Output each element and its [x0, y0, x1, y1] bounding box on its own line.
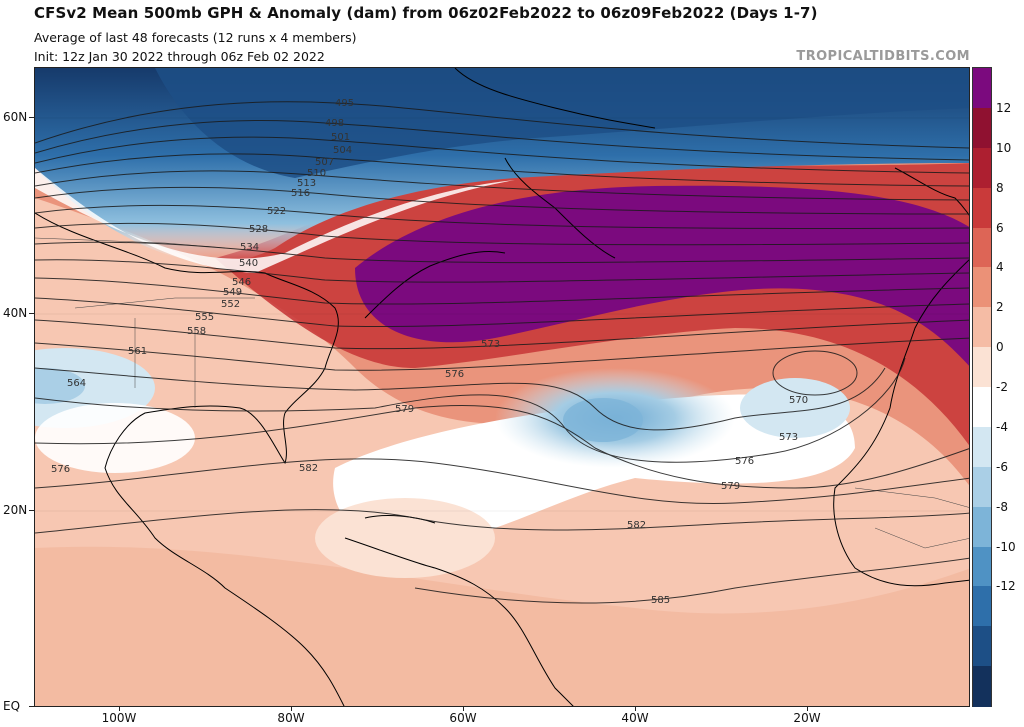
lat-tick: [29, 313, 34, 314]
colorbar-segment: [973, 387, 991, 428]
gulf-neutral: [35, 403, 195, 473]
colorbar-segment: [973, 307, 991, 348]
map-title: CFSv2 Mean 500mb GPH & Anomaly (dam) fro…: [34, 4, 818, 22]
lon-tick: [463, 707, 464, 711]
lon-tick: [635, 707, 636, 711]
contour-label: 555: [195, 312, 214, 323]
contour-label: 498: [325, 118, 344, 129]
contour-label: 576: [735, 456, 754, 467]
contour-label: 504: [333, 145, 352, 156]
colorbar-segment: [973, 347, 991, 388]
contour-label: 582: [627, 520, 646, 531]
colorbar-tick-label: -6: [996, 459, 1008, 474]
lat-tick: [29, 706, 34, 707]
colorbar-tick-label: -8: [996, 499, 1008, 514]
colorbar-tick-label: 2: [996, 300, 1004, 315]
lat-label-20n: 20N: [3, 503, 28, 517]
contour-label: 585: [651, 595, 670, 606]
colorbar-segment: [973, 147, 991, 189]
map-subtitle: Average of last 48 forecasts (12 runs x …: [34, 30, 357, 45]
contour-label: 582: [299, 463, 318, 474]
contour-label: 495: [335, 98, 354, 109]
contour-label: 507: [315, 157, 334, 168]
arctic-deep: [155, 68, 969, 178]
caribbean-neutral: [315, 498, 495, 578]
colorbar-segment: [973, 586, 991, 627]
lat-label-60n: 60N: [3, 110, 28, 124]
contour-label: 546: [232, 277, 251, 288]
colorbar-tick-label: 4: [996, 260, 1004, 275]
contour-label: 579: [395, 404, 414, 415]
colorbar-segment: [973, 227, 991, 268]
map-panel: 495 498 501 504 507 510 513 516 522 528 …: [34, 67, 970, 707]
colorbar-segment: [973, 107, 991, 149]
colorbar-segment: [973, 506, 991, 547]
colorbar-tick-label: 12: [996, 100, 1012, 115]
contour-label: 552: [221, 299, 240, 310]
colorbar-segment: [973, 466, 991, 508]
lon-label-80w: 80W: [277, 711, 305, 725]
lon-label-20w: 20W: [793, 711, 821, 725]
contour-label: 501: [331, 132, 350, 143]
colorbar-tick-label: 6: [996, 220, 1004, 235]
contour-label: 540: [239, 258, 258, 269]
init-time: Init: 12z Jan 30 2022 through 06z Feb 02…: [34, 49, 325, 64]
lat-tick: [29, 510, 34, 511]
lat-label-40n: 40N: [3, 306, 28, 320]
lon-tick: [119, 707, 120, 711]
contour-label: 576: [51, 464, 70, 475]
colorbar-segment: [973, 426, 991, 468]
colorbar-tick-label: 8: [996, 180, 1004, 195]
colorbar-segment: [973, 546, 991, 587]
contour-label: 579: [721, 481, 740, 492]
colorbar-tick-label: 10: [996, 140, 1012, 155]
colorbar-tick-label: -4: [996, 419, 1008, 434]
lon-label-40w: 40W: [621, 711, 649, 725]
colorbar-segment: [973, 267, 991, 308]
neutral-band-north: [35, 168, 515, 273]
subtropical-negative-core: [563, 398, 643, 442]
southern-anomaly: [35, 546, 969, 706]
contour-label: 513: [297, 178, 316, 189]
colorbar-tick-label: -10: [996, 539, 1016, 554]
contour-label: 576: [445, 369, 464, 380]
negative-east: [740, 378, 850, 438]
contour-label: 570: [789, 395, 808, 406]
contour-label: 510: [307, 168, 326, 179]
colorbar-tick-label: -12: [996, 579, 1016, 594]
contour-label-group: 495 498 501 504 507 510 513 516 522 528 …: [51, 98, 808, 606]
contour-label: 522: [267, 206, 286, 217]
contour-label: 516: [291, 188, 310, 199]
lat-label-eq: EQ: [3, 699, 21, 713]
gulf-negative-core: [35, 368, 85, 404]
graticule: [35, 117, 969, 512]
lon-label-100w: 100W: [101, 711, 137, 725]
height-contours: [35, 101, 969, 604]
colorbar-segment: [973, 626, 991, 667]
lon-tick: [807, 707, 808, 711]
lon-tick: [291, 707, 292, 711]
contour-label: 573: [779, 432, 798, 443]
contour-label: 558: [187, 326, 206, 337]
colorbar-segment: [973, 666, 991, 707]
lat-tick: [29, 117, 34, 118]
anomaly-colorbar: [972, 67, 992, 707]
contour-label: 573: [481, 339, 500, 350]
contour-label: 564: [67, 378, 86, 389]
lon-label-60w: 60W: [449, 711, 477, 725]
anomaly-map: 495 498 501 504 507 510 513 516 522 528 …: [35, 68, 969, 706]
positive-core: [355, 185, 969, 366]
contour-label: 549: [223, 287, 242, 298]
colorbar-tick-label: -2: [996, 380, 1008, 394]
contour-label: 534: [240, 242, 259, 253]
colorbar-tick-label: 0: [996, 340, 1004, 355]
site-credit: TROPICALTIDBITS.COM: [796, 49, 970, 64]
coastlines: [35, 68, 969, 706]
contour-label: 561: [128, 346, 147, 357]
contour-label: 528: [249, 224, 268, 235]
colorbar-segment: [973, 187, 991, 228]
colorbar-segment: [973, 68, 991, 109]
